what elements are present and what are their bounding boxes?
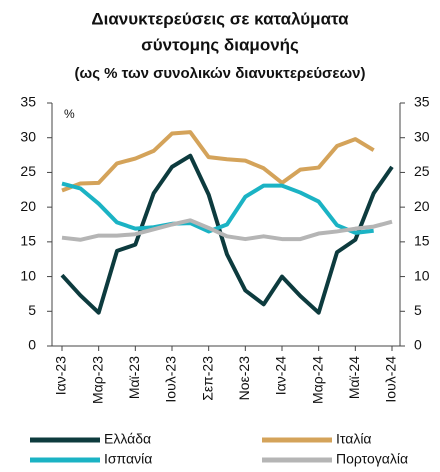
- x-tick-label: Ιαν-23: [53, 356, 69, 395]
- x-tick-label: Ιαν-24: [273, 356, 289, 395]
- line-series: [61, 218, 393, 242]
- y2-tick-label: 20: [414, 198, 430, 214]
- y2-tick-label: 0: [414, 337, 422, 353]
- y2-tick-label: 10: [414, 267, 430, 283]
- chart-title: (ως % των συνολικών διανυκτερεύσεων): [75, 65, 366, 82]
- x-tick-label: Ιουλ-23: [163, 356, 179, 403]
- y-tick-label: 10: [20, 267, 36, 283]
- x-tick-label: Μαρ-23: [89, 356, 105, 404]
- y2-tick-label: 15: [414, 233, 430, 249]
- y-tick-label: 25: [20, 163, 36, 179]
- y-tick-label: 35: [20, 94, 36, 110]
- line-series: [61, 130, 375, 193]
- x-tick-label: Ιουλ-24: [383, 356, 399, 403]
- chart-title: Διανυκτερεύσεις σε καταλύματα: [91, 9, 349, 28]
- chart-title: σύντομης διαμονής: [141, 35, 299, 54]
- legend-label: Ελλάδα: [104, 431, 151, 447]
- y-tick-label: 5: [28, 302, 36, 318]
- x-tick-label: Μαρ-24: [309, 356, 325, 404]
- x-tick-label: Μαϊ-23: [126, 356, 142, 399]
- x-tick-label: Νοε-23: [236, 356, 252, 401]
- y-tick-label: 20: [20, 198, 36, 214]
- y-axis-label: %: [64, 107, 75, 121]
- x-tick-label: Σεπ-23: [199, 356, 215, 401]
- legend-label: Πορτογαλία: [336, 451, 408, 467]
- legend-label: Ιταλία: [336, 431, 372, 447]
- y2-tick-label: 30: [414, 128, 430, 144]
- legend-label: Ισπανία: [104, 451, 152, 467]
- y2-tick-label: 35: [414, 94, 430, 110]
- y2-tick-label: 25: [414, 163, 430, 179]
- y-tick-label: 15: [20, 233, 36, 249]
- line-series: [61, 181, 374, 235]
- y-tick-label: 30: [20, 128, 36, 144]
- y-tick-label: 0: [28, 337, 36, 353]
- x-tick-label: Μαϊ-24: [346, 356, 362, 399]
- y2-tick-label: 5: [414, 302, 422, 318]
- line-series: [60, 153, 394, 315]
